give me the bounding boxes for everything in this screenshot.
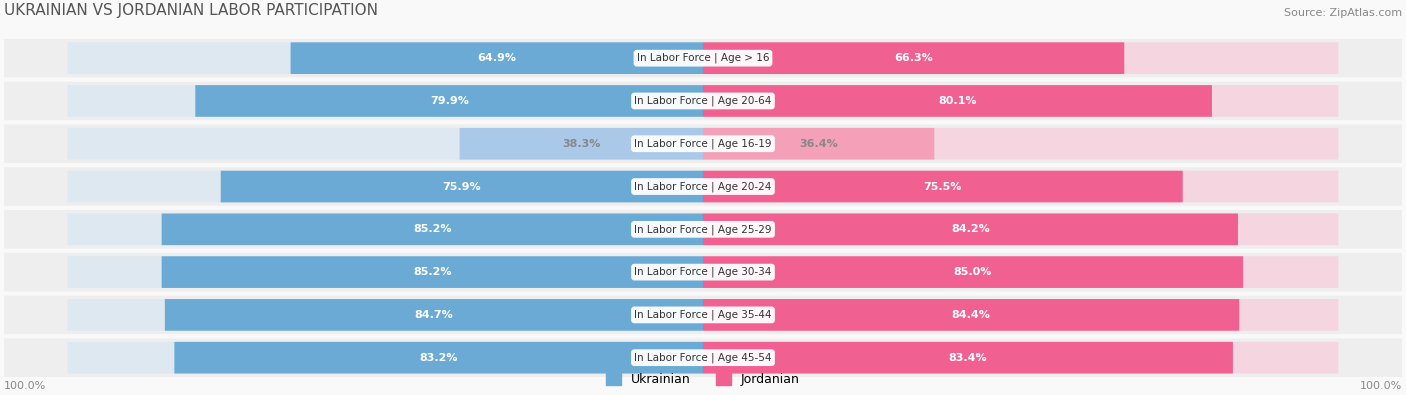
FancyBboxPatch shape <box>4 167 1402 206</box>
FancyBboxPatch shape <box>703 213 1339 245</box>
Legend: Ukrainian, Jordanian: Ukrainian, Jordanian <box>602 368 804 391</box>
Text: 84.7%: 84.7% <box>415 310 453 320</box>
Text: 75.5%: 75.5% <box>924 182 962 192</box>
FancyBboxPatch shape <box>165 299 703 331</box>
FancyBboxPatch shape <box>4 339 1402 377</box>
FancyBboxPatch shape <box>4 253 1402 292</box>
FancyBboxPatch shape <box>195 85 703 117</box>
Text: In Labor Force | Age 30-34: In Labor Force | Age 30-34 <box>634 267 772 277</box>
FancyBboxPatch shape <box>4 210 1402 248</box>
Text: 83.2%: 83.2% <box>419 353 458 363</box>
FancyBboxPatch shape <box>460 128 703 160</box>
FancyBboxPatch shape <box>67 213 703 245</box>
Text: 84.2%: 84.2% <box>950 224 990 234</box>
FancyBboxPatch shape <box>67 42 703 74</box>
FancyBboxPatch shape <box>703 42 1125 74</box>
Text: In Labor Force | Age 25-29: In Labor Force | Age 25-29 <box>634 224 772 235</box>
FancyBboxPatch shape <box>703 128 935 160</box>
FancyBboxPatch shape <box>67 299 703 331</box>
FancyBboxPatch shape <box>67 128 703 160</box>
Text: In Labor Force | Age 20-24: In Labor Force | Age 20-24 <box>634 181 772 192</box>
FancyBboxPatch shape <box>67 171 703 202</box>
Text: 100.0%: 100.0% <box>4 380 46 391</box>
Text: 38.3%: 38.3% <box>562 139 600 149</box>
FancyBboxPatch shape <box>291 42 703 74</box>
Text: 64.9%: 64.9% <box>478 53 516 63</box>
FancyBboxPatch shape <box>703 128 1339 160</box>
FancyBboxPatch shape <box>703 342 1339 374</box>
FancyBboxPatch shape <box>703 342 1233 374</box>
Text: 100.0%: 100.0% <box>1360 380 1402 391</box>
FancyBboxPatch shape <box>221 171 703 202</box>
FancyBboxPatch shape <box>4 124 1402 163</box>
FancyBboxPatch shape <box>703 256 1339 288</box>
FancyBboxPatch shape <box>703 213 1239 245</box>
Text: 66.3%: 66.3% <box>894 53 934 63</box>
Text: In Labor Force | Age 16-19: In Labor Force | Age 16-19 <box>634 139 772 149</box>
FancyBboxPatch shape <box>703 256 1243 288</box>
Text: 75.9%: 75.9% <box>443 182 481 192</box>
Text: In Labor Force | Age > 16: In Labor Force | Age > 16 <box>637 53 769 64</box>
Text: Source: ZipAtlas.com: Source: ZipAtlas.com <box>1284 8 1402 17</box>
Text: In Labor Force | Age 45-54: In Labor Force | Age 45-54 <box>634 352 772 363</box>
Text: 83.4%: 83.4% <box>949 353 987 363</box>
Text: 79.9%: 79.9% <box>430 96 468 106</box>
Text: In Labor Force | Age 20-64: In Labor Force | Age 20-64 <box>634 96 772 106</box>
FancyBboxPatch shape <box>4 295 1402 334</box>
Text: 80.1%: 80.1% <box>938 96 977 106</box>
FancyBboxPatch shape <box>703 299 1339 331</box>
Text: 85.2%: 85.2% <box>413 224 451 234</box>
Text: 36.4%: 36.4% <box>799 139 838 149</box>
Text: 85.2%: 85.2% <box>413 267 451 277</box>
FancyBboxPatch shape <box>703 299 1239 331</box>
Text: 85.0%: 85.0% <box>953 267 993 277</box>
FancyBboxPatch shape <box>703 171 1339 202</box>
FancyBboxPatch shape <box>4 82 1402 120</box>
Text: 84.4%: 84.4% <box>952 310 991 320</box>
FancyBboxPatch shape <box>174 342 703 374</box>
FancyBboxPatch shape <box>4 39 1402 77</box>
FancyBboxPatch shape <box>703 171 1182 202</box>
FancyBboxPatch shape <box>67 256 703 288</box>
FancyBboxPatch shape <box>703 85 1339 117</box>
FancyBboxPatch shape <box>703 85 1212 117</box>
FancyBboxPatch shape <box>162 256 703 288</box>
FancyBboxPatch shape <box>703 42 1339 74</box>
FancyBboxPatch shape <box>67 85 703 117</box>
FancyBboxPatch shape <box>162 213 703 245</box>
Text: UKRAINIAN VS JORDANIAN LABOR PARTICIPATION: UKRAINIAN VS JORDANIAN LABOR PARTICIPATI… <box>4 2 378 17</box>
FancyBboxPatch shape <box>67 342 703 374</box>
Text: In Labor Force | Age 35-44: In Labor Force | Age 35-44 <box>634 310 772 320</box>
